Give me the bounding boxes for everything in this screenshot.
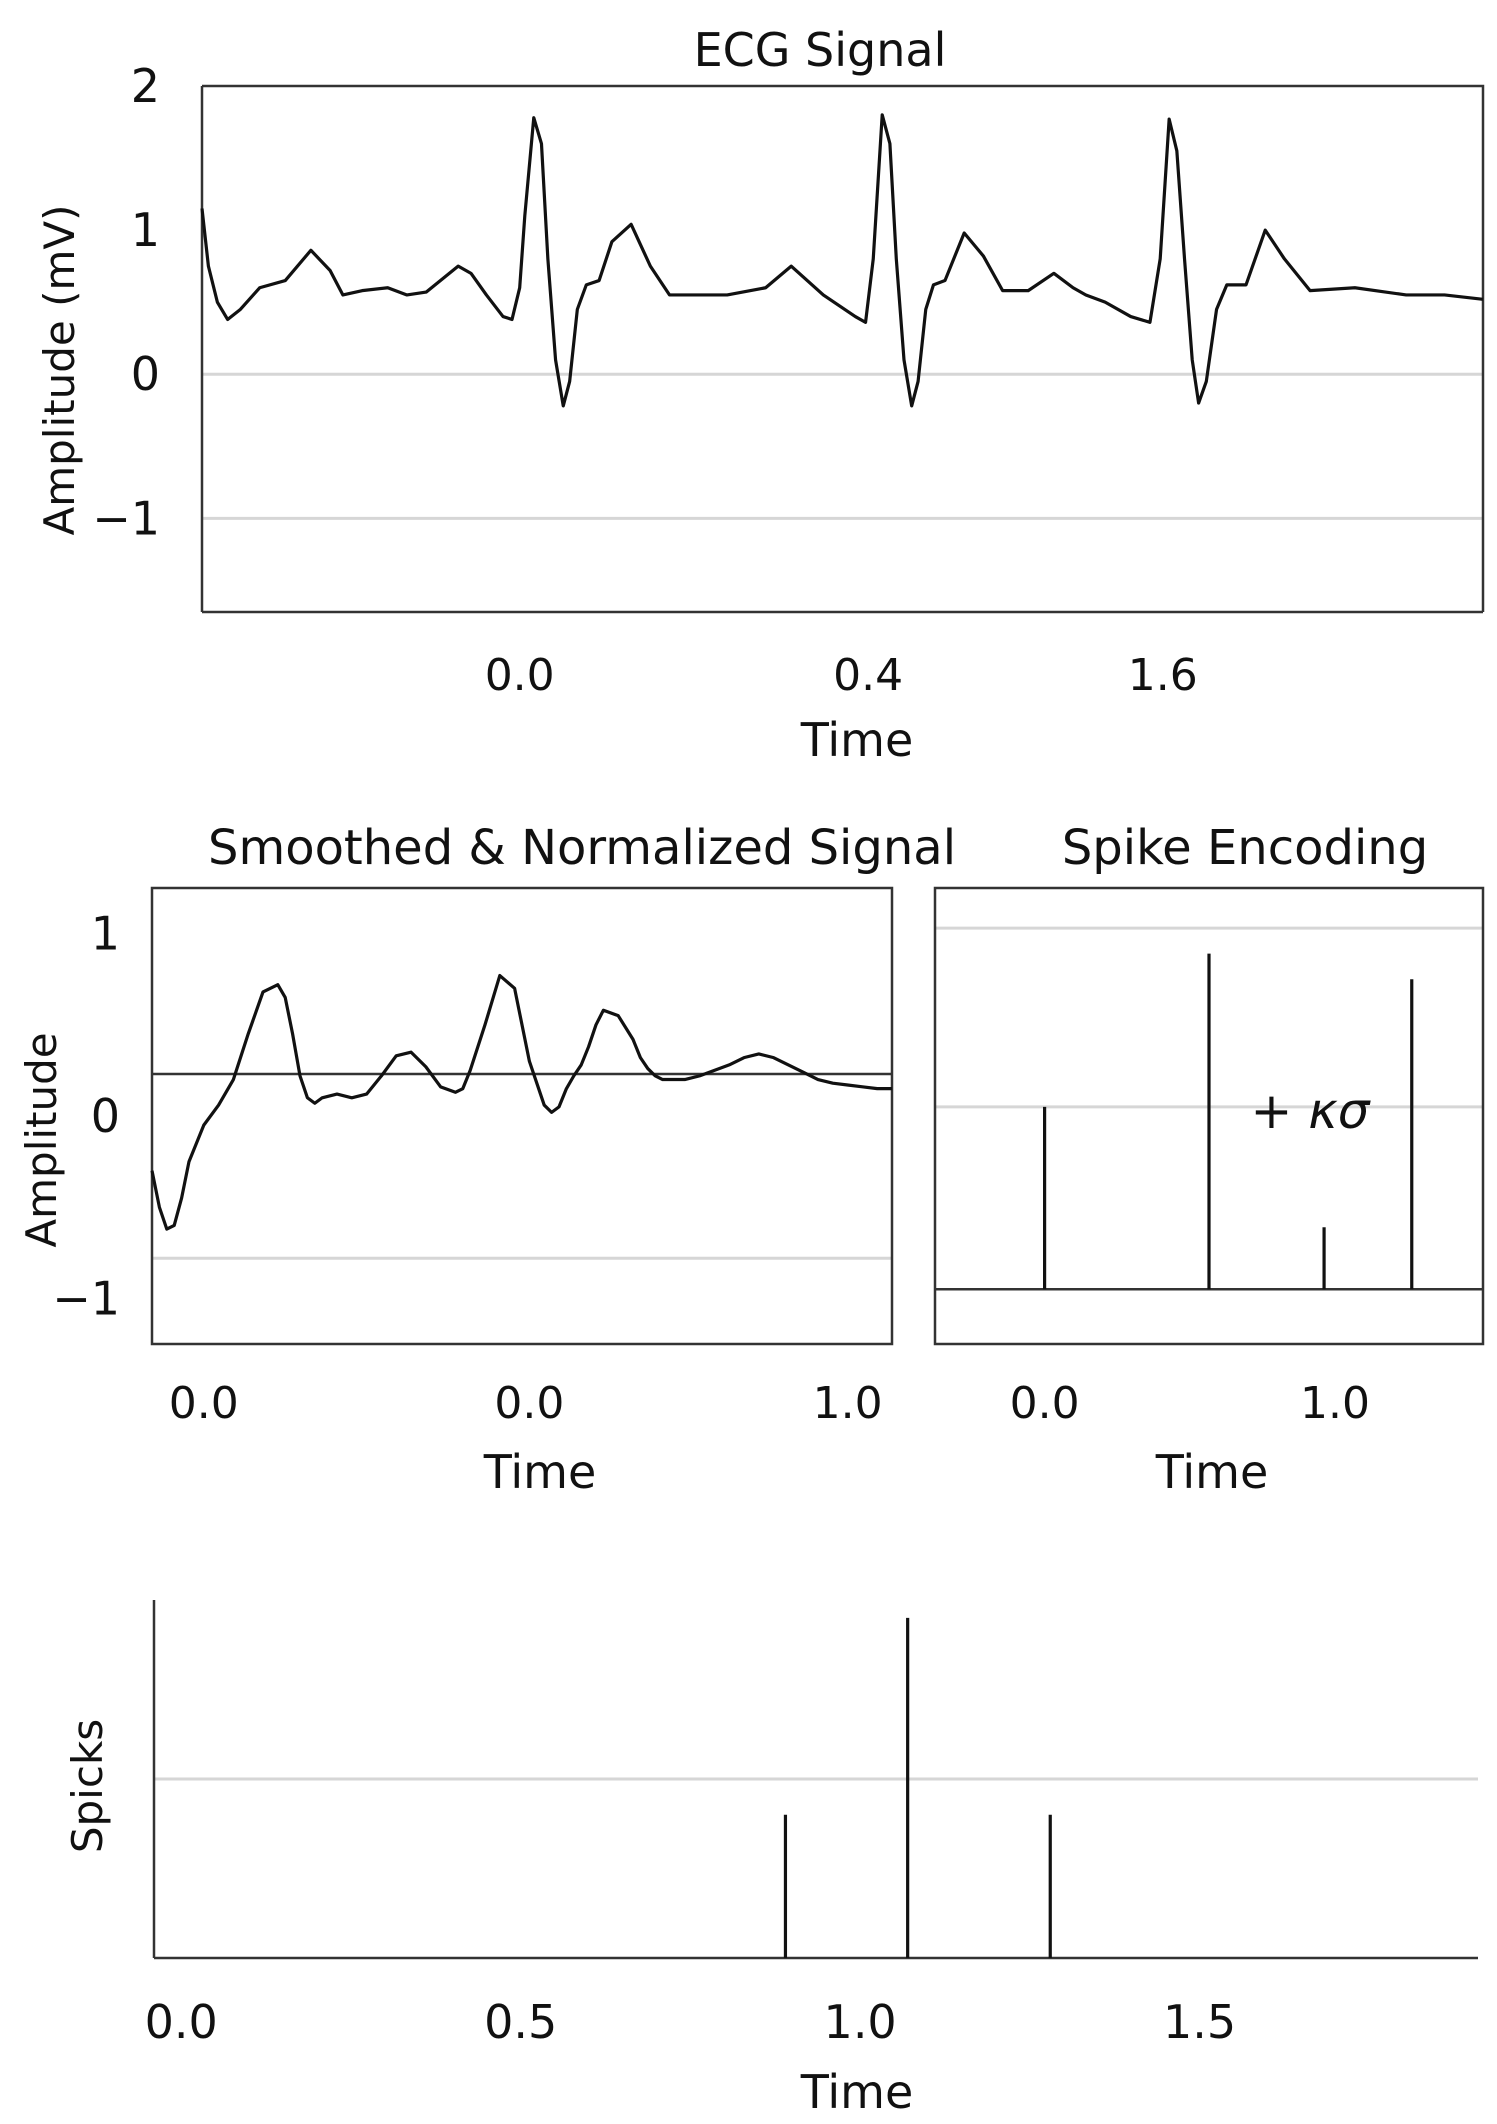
spike-encoding-x-tick-labels: 0.0 1.0 (1010, 1378, 1370, 1429)
ecg-title: ECG Signal (694, 23, 947, 77)
ecg-x-axis-label: Time (800, 713, 914, 767)
smoothed-x-axis-label: Time (483, 1445, 597, 1499)
ecg-y-axis-label: Amplitude (mV) (35, 205, 84, 536)
spikes-plot-area (152, 1600, 1478, 1960)
spikes-x-tick-labels: 0.0 0.5 1.0 1.5 (145, 1995, 1237, 2049)
ecg-frame-top-right (202, 84, 1485, 612)
ecg-x-tick-2: 1.6 (1128, 650, 1198, 701)
ecg-x-tick-0: 0.0 (485, 650, 555, 701)
smoothed-y-tick-labels: −1 0 1 (52, 907, 120, 1326)
smoothed-plot-area (150, 886, 894, 1346)
ecg-signal-line (200, 113, 1484, 408)
spike-encoding-x-axis-label: Time (1155, 1445, 1269, 1499)
spikes-panel: 0.0 0.5 1.0 1.5 Time Spicks (63, 1600, 1478, 2119)
spikes-x-tick-3: 1.5 (1163, 1995, 1236, 2049)
spike-encoding-frame (933, 886, 1485, 1346)
spike-encoding-x-tick-1: 1.0 (1300, 1378, 1370, 1429)
smoothed-x-tick-1: 0.0 (494, 1378, 564, 1429)
spikes-x-tick-1: 0.5 (484, 1995, 557, 2049)
spike-encoding-panel: Spike Encoding 0.0 1.0 + κσ Time (933, 820, 1485, 1499)
smoothed-title: Smoothed & Normalized Signal (208, 820, 956, 876)
smoothed-x-tick-2: 1.0 (813, 1378, 883, 1429)
ecg-panel: ECG Signal −1 0 1 2 0.0 0.4 1.6 Time Amplitud… (35, 23, 1485, 767)
smoothed-y-axis-label: Amplitude (17, 1032, 66, 1247)
ecg-x-tick-1: 0.4 (833, 650, 903, 701)
ecg-x-tick-labels: 0.0 0.4 1.6 (485, 650, 1198, 701)
spikes-x-tick-0: 0.0 (145, 1995, 218, 2049)
spike-encoding-plot-area (933, 886, 1485, 1346)
ecg-y-tick-2: 1 (131, 203, 160, 257)
spikes-x-tick-2: 1.0 (824, 1995, 897, 2049)
smoothed-signal-line (150, 973, 892, 1231)
smoothed-x-tick-labels: 0.0 0.0 1.0 (169, 1378, 883, 1429)
ecg-y-tick-labels: −1 0 1 2 (92, 59, 160, 545)
smoothed-frame (150, 886, 894, 1346)
smoothed-y-tick-2: 1 (91, 907, 120, 961)
ecg-y-tick-1: 0 (131, 347, 160, 401)
smoothed-panel: Smoothed & Normalized Signal −101 0.0 0.0… (17, 820, 956, 1499)
spikes-y-axis-label: Spicks (63, 1719, 112, 1853)
ecg-plot-area (200, 84, 1485, 614)
ecg-y-tick-3: 2 (131, 59, 160, 113)
smoothed-y-tick-0: −1 (52, 1271, 120, 1325)
kappa-sigma-annotation: + κσ (1251, 1082, 1371, 1140)
ecg-gridlines (202, 372, 1483, 520)
ecg-y-tick-0: −1 (92, 491, 160, 545)
smoothed-x-tick-0: 0.0 (169, 1378, 239, 1429)
smoothed-y-tick-1: 0 (91, 1089, 120, 1143)
spike-encoding-title: Spike Encoding (1062, 820, 1428, 876)
spike-encoding-x-tick-0: 0.0 (1010, 1378, 1080, 1429)
spikes-x-axis-label: Time (800, 2065, 914, 2119)
